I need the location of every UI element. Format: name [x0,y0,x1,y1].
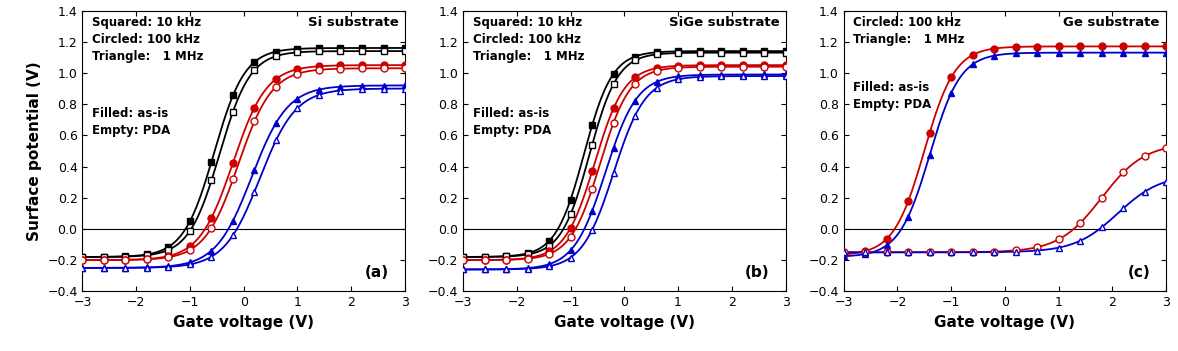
Text: Filled: as-is
Empty: PDA: Filled: as-is Empty: PDA [853,81,932,111]
X-axis label: Gate voltage (V): Gate voltage (V) [173,315,315,330]
Text: Filled: as-is
Empty: PDA: Filled: as-is Empty: PDA [472,107,551,137]
Text: (b): (b) [744,265,769,280]
Text: Filled: as-is
Empty: PDA: Filled: as-is Empty: PDA [92,107,171,137]
Text: (c): (c) [1127,265,1150,280]
Text: Si substrate: Si substrate [307,16,398,29]
X-axis label: Gate voltage (V): Gate voltage (V) [934,315,1076,330]
Text: Squared: 10 kHz
Circled: 100 kHz
Triangle:   1 MHz: Squared: 10 kHz Circled: 100 kHz Triangl… [92,16,204,63]
Text: (a): (a) [365,265,389,280]
Text: Ge substrate: Ge substrate [1064,16,1160,29]
Text: Circled: 100 kHz
Triangle:   1 MHz: Circled: 100 kHz Triangle: 1 MHz [853,16,965,46]
X-axis label: Gate voltage (V): Gate voltage (V) [554,315,695,330]
Y-axis label: Surface potential (V): Surface potential (V) [27,61,41,241]
Text: SiGe substrate: SiGe substrate [669,16,779,29]
Text: Squared: 10 kHz
Circled: 100 kHz
Triangle:   1 MHz: Squared: 10 kHz Circled: 100 kHz Triangl… [472,16,584,63]
